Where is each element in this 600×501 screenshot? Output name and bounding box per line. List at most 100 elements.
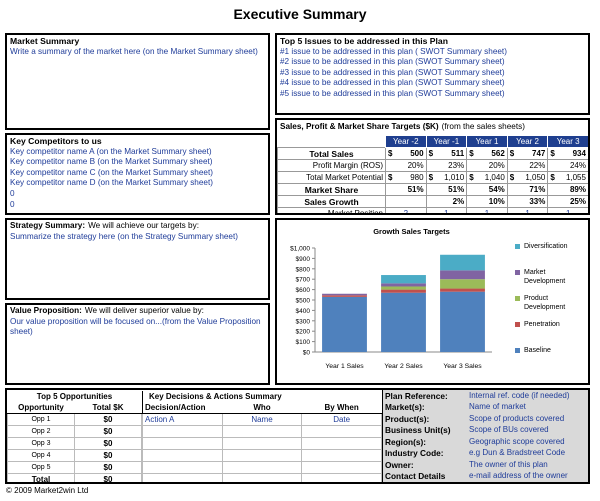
box-title: Top 5 Issues to be addressed in this Pla… [280,36,448,46]
opp-name: Opp 3 [7,437,75,450]
reference-row: Contact Details e-mail address of the own… [383,471,588,483]
currency: $ [509,148,515,158]
box-title: Market Summary [10,36,80,46]
sales-table: Year -2 Year -1 Year 1 Year 2 Year 3 Total Sa… [277,135,588,213]
box-title: Key Competitors to us [10,136,102,146]
total-label: Total [7,473,75,482]
amount: 1,050 [525,172,546,182]
sales-note: (from the sales sheets) [441,122,525,131]
legend-swatch [515,348,520,353]
sales-cell: 51% [385,183,427,196]
competitor: Key competitor name D (on the Market Sum… [10,178,213,188]
y-tick-label: $100 [296,339,311,346]
empty-cell [221,449,303,462]
bar-segment [381,286,426,290]
amount: 980 [410,172,424,182]
issue: #5 issue to be addressed in this plan (S… [280,88,505,98]
sales-heading: Sales, Profit & Market Share Targets ($K… [277,120,588,135]
y-tick-label: $700 [296,277,311,284]
y-tick-label: $800 [296,266,311,273]
bar-segment [440,270,485,280]
empty-row [142,449,382,462]
reference-row: Product(s): Scope of products covered [383,413,588,425]
reference-row: Industry Code: e.g Dun & Bradstreet Code [383,448,588,460]
empty-row [142,437,382,450]
competitors-box: Key Competitors to us Key competitor name… [5,133,270,215]
header-row: Year -2 Year -1 Year 1 Year 2 Year 3 [278,135,588,148]
y-tick-label: $200 [296,329,311,336]
total-value: $0 [74,473,142,482]
opp-row: Opp 4 $0 [7,449,142,462]
sales-cell: 1 [425,207,468,213]
reference-row: Market(s): Name of market [383,402,588,414]
sales-cell: $934 [547,147,588,160]
reference-label: Product(s): [385,413,430,424]
column-header: Year -2 [385,135,427,148]
sales-cell: 2% [425,195,468,208]
reference-value: Internal ref. code (if needed) [469,390,570,400]
currency: $ [469,172,474,182]
amount: 511 [451,148,465,158]
currency: $ [428,148,434,158]
bar-segment [381,292,426,352]
x-tick-label: Year 1 Sales [325,363,364,370]
competitor: Key competitor name A (on the Market Sum… [10,146,212,156]
row-label: Total Market Potential [277,171,386,184]
amount: 1,040 [484,172,505,182]
sales-cell: 33% [506,195,549,208]
strategy-box: Strategy Summary: We will achieve our tar… [5,218,270,300]
row-label: Profit Margin (ROS) [277,159,386,172]
column-header: Opportunity [7,402,75,414]
reference-label: Contact Details [385,471,446,482]
sales-cell: 10% [466,195,508,208]
y-tick-label: $600 [296,287,311,294]
currency: $ [550,148,555,158]
empty-cell [142,425,223,438]
sales-row: Total Market Potential $980 $1,010 $1,040 $1… [277,171,588,184]
footer: © 2009 Market2win Ltd [6,486,89,495]
reference-row: Business Unit(s) Scope of BUs covered [383,425,588,437]
competitor: Key competitor name C (on the Market Sum… [10,167,213,177]
empty-cell [301,437,382,450]
legend-label: Diversification [524,243,568,250]
y-tick-label: $300 [296,318,311,325]
sales-cell: 89% [547,183,588,196]
sales-cell: $1,050 [506,171,549,184]
y-tick-label: $0 [303,350,311,357]
opp-name: Opp 4 [7,449,75,462]
sales-cell: $1,040 [466,171,508,184]
currency: $ [388,172,393,182]
value-prop-box: Value Proposition: We will deliver superi… [5,303,270,385]
box-heading: Strategy Summary: We will achieve our tar… [10,221,265,232]
chart: Growth Sales Targets $0 $100 $200 $300 $400 $5… [290,227,492,370]
heading-intro: We will achieve our targets by: [88,221,199,230]
opp-total: $0 [74,425,142,438]
opp-row: Opp 5 $0 [7,461,142,474]
row-label: Market Share [277,183,386,196]
opp-row: Opp 3 $0 [7,437,142,450]
legend-label: Market Development [524,269,566,285]
legend-swatch [515,296,520,301]
chart-title: Growth Sales Targets [373,227,450,236]
reference-value: Geographic scope covered [469,436,565,446]
plan-reference: Plan Reference: Internal ref. code (if ne… [382,390,588,482]
reference-label: Plan Reference: [385,390,448,401]
currency: $ [509,172,515,182]
decision-row: Action A Name Date [142,413,382,426]
sales-cell: $500 [385,147,427,160]
opp-total: $0 [74,461,142,474]
amount: 747 [532,148,546,158]
row-label: Sales Growth [277,195,386,208]
sales-cell: 20% [466,159,508,172]
bar-segment [381,283,426,287]
reference-label: Owner: [385,459,414,470]
sales-cell: $747 [506,147,549,160]
reference-label: Business Unit(s) [385,425,451,436]
bar-segment [381,275,426,284]
chart-box: Growth Sales Targets $0 $100 $200 $300 $400 $5… [275,218,590,385]
sales-title: Sales, Profit & Market Share Targets ($K… [280,122,439,131]
issues-box: Top 5 Issues to be addressed in this Pla… [275,33,590,115]
decisions-table: Key Decisions & Actions Summary Decision/… [142,391,382,482]
bar-segment [381,289,426,293]
